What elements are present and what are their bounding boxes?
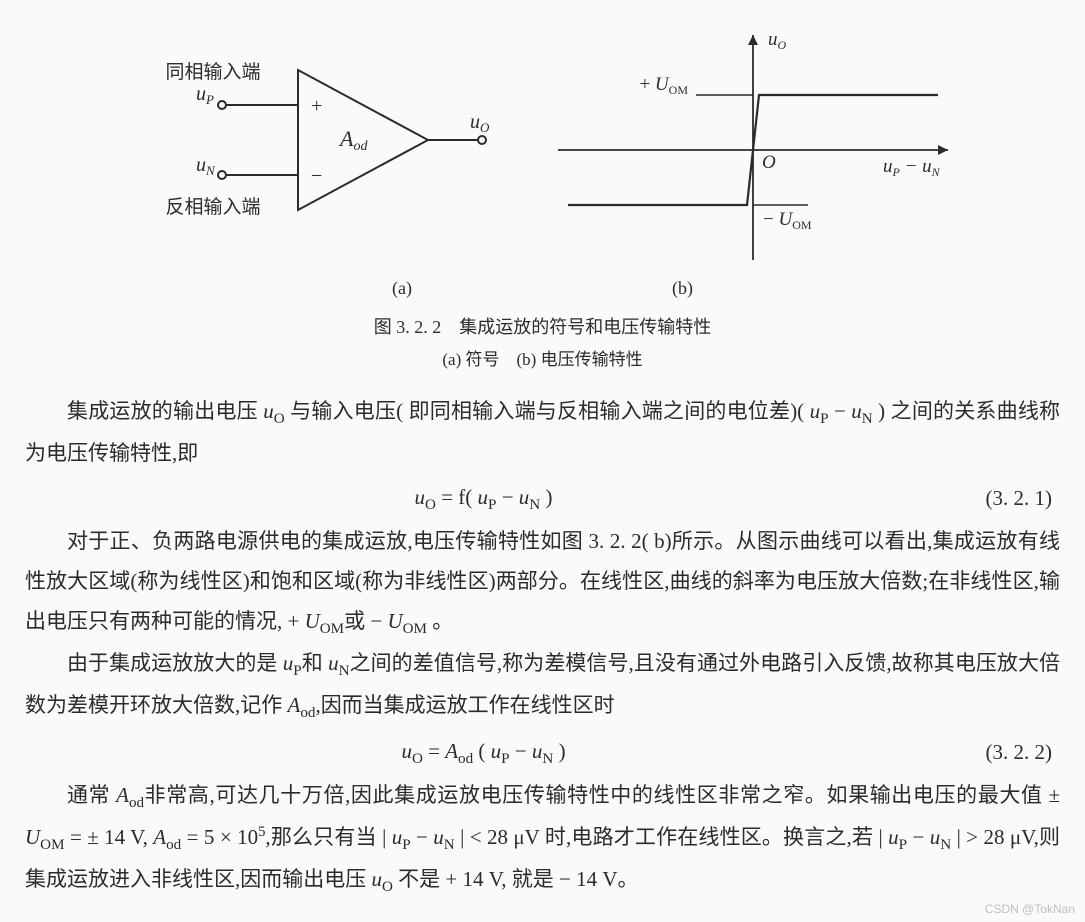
svg-text:uO: uO — [768, 29, 787, 52]
eq2-number: (3. 2. 2) — [942, 731, 1060, 773]
svg-text:+ UOM: + UOM — [639, 74, 688, 97]
paragraph-4: 通常 Aod非常高,可达几十万倍,因此集成运放电压传输特性中的线性区非常之窄。如… — [25, 776, 1060, 902]
paragraph-2: 对于正、负两路电源供电的集成运放,电压传输特性如图 3. 2. 2( b)所示。… — [25, 522, 1060, 644]
watermark: CSDN @TokNan — [985, 902, 1075, 916]
svg-text:uO: uO — [470, 111, 490, 135]
origin-label: O — [762, 152, 776, 173]
paragraph-3: 由于集成运放放大的是 uP和 uN之间的差值信号,称为差模信号,且没有通过外电路… — [25, 644, 1060, 728]
svg-text:uP: uP — [196, 83, 214, 107]
subfig-a: (a) — [392, 278, 412, 299]
paragraph-1: 集成运放的输出电压 uO 与输入电压( 即同相输入端与反相输入端之间的电位差)(… — [25, 392, 1060, 474]
gain-symbol: A — [338, 126, 354, 151]
figure-row: + − Aod 同相输入端 反相输入端 uP uN uO uO + UOM − … — [25, 20, 1060, 270]
gain-sub: od — [353, 139, 368, 154]
subfig-b: (b) — [672, 278, 693, 299]
equation-1: uO = f( uP − uN ) (3. 2. 1) — [25, 476, 1060, 520]
figure-b-transfer: uO + UOM − UOM O uP − uN — [538, 20, 968, 270]
eq1-number: (3. 2. 1) — [942, 477, 1060, 519]
noninverting-label: 同相输入端 — [165, 61, 260, 83]
svg-text:uP − uN: uP − uN — [883, 156, 941, 179]
equation-2: uO = Aod ( uP − uN ) (3. 2. 2) — [25, 730, 1060, 774]
figure-subtitle: (a) 符号 (b) 电压传输特性 — [25, 345, 1060, 370]
figure-title: 图 3. 2. 2 集成运放的符号和电压传输特性 — [25, 313, 1060, 339]
svg-text:uN: uN — [196, 154, 216, 178]
plus-sign: + — [311, 95, 322, 117]
inverting-label: 反相输入端 — [165, 196, 260, 218]
minus-sign: − — [311, 165, 322, 187]
figure-a-opamp: + − Aod 同相输入端 反相输入端 uP uN uO — [118, 30, 498, 260]
subfigure-labels: (a) (b) — [25, 278, 1060, 299]
svg-text:Aod: Aod — [338, 126, 368, 154]
svg-text:− UOM: − UOM — [763, 209, 812, 232]
